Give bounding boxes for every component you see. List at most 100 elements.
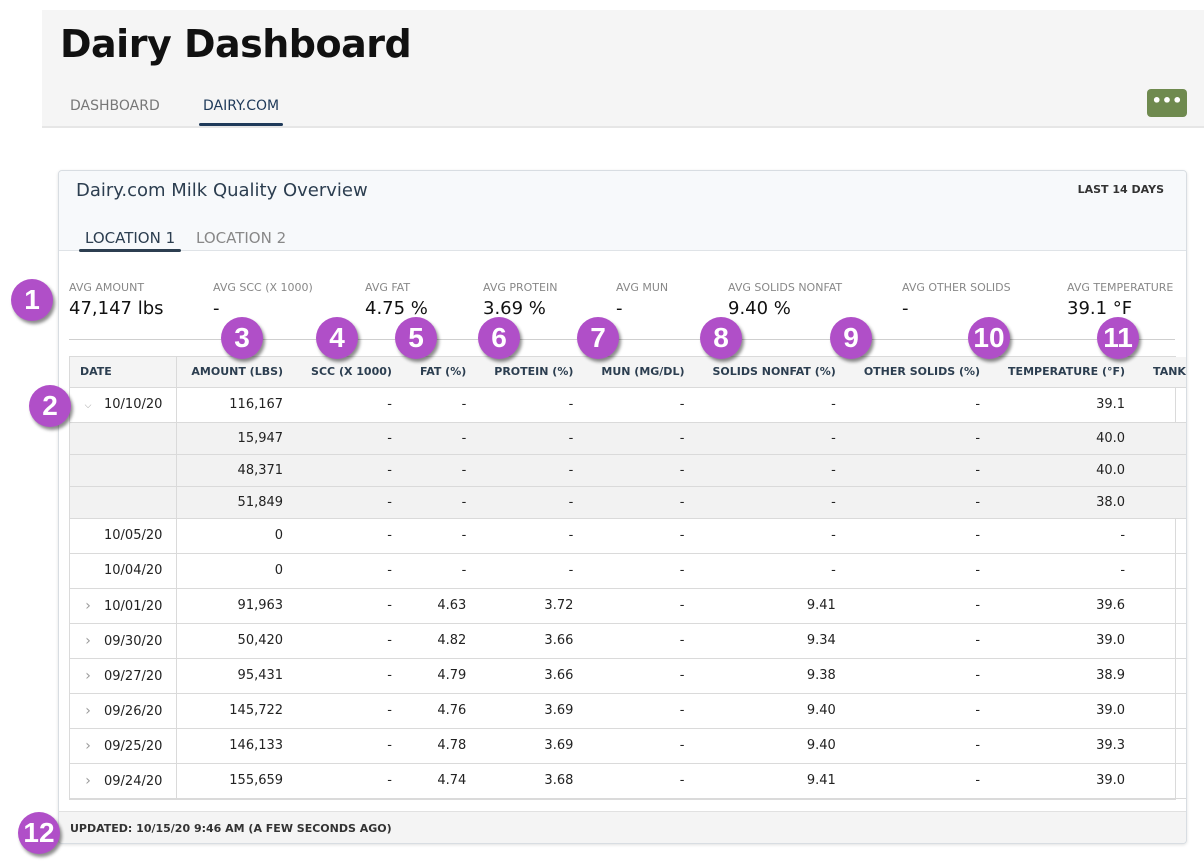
app-header: Dairy Dashboard DASHBOARD DAIRY.COM ••• xyxy=(42,10,1204,128)
stat-label: AVG FAT xyxy=(365,281,411,294)
table-cell: 9.40 xyxy=(698,728,850,764)
date-text: 10/05/20 xyxy=(104,528,163,543)
column-header[interactable]: OTHER SOLIDS (%) xyxy=(849,357,995,388)
tab-location-2[interactable]: LOCATION 2 xyxy=(196,229,286,247)
chevron-right-icon[interactable]: › xyxy=(85,667,91,684)
chevron-right-icon[interactable]: › xyxy=(85,737,91,754)
date-text: 09/25/20 xyxy=(104,738,163,754)
table-cell: - xyxy=(297,454,406,487)
column-header[interactable]: TANK NUMBER xyxy=(1139,357,1186,388)
table-cell: 39.6 xyxy=(994,588,1140,624)
table-cell: - xyxy=(587,387,699,423)
stat-value: 47,147 lbs xyxy=(69,298,164,319)
chevron-right-icon[interactable]: › xyxy=(85,772,91,789)
chevron-right-icon[interactable]: › xyxy=(85,632,91,649)
table-cell: 116,167 xyxy=(176,387,298,423)
table-cell: 38.0 xyxy=(994,486,1140,519)
tab-location-1[interactable]: LOCATION 1 xyxy=(79,229,182,252)
card-title: Dairy.com Milk Quality Overview xyxy=(76,180,368,201)
annotation-marker: 7 xyxy=(577,317,619,359)
chevron-right-icon[interactable]: › xyxy=(85,597,91,614)
table-cell: - xyxy=(849,518,995,554)
stat-value: - xyxy=(213,298,220,319)
annotation-marker: 5 xyxy=(395,317,437,359)
stat-value: 4.75 % xyxy=(365,298,428,319)
stat-label: AVG SOLIDS NONFAT xyxy=(728,281,843,294)
column-header[interactable]: MUN (MG/DL) xyxy=(587,357,699,388)
table-cell: 4.78 xyxy=(405,728,481,764)
tab-dairy-com[interactable]: DAIRY.COM xyxy=(199,98,284,126)
card-header: Dairy.com Milk Quality Overview LAST 14 … xyxy=(59,171,1186,252)
table-cell: - xyxy=(849,422,995,455)
table-cell: - xyxy=(849,693,995,729)
column-header[interactable]: SOLIDS NONFAT (%) xyxy=(698,357,850,388)
table-cell: 3.66 xyxy=(480,623,588,659)
table-cell: 39.0 xyxy=(994,623,1140,659)
table-cell: 155,659 xyxy=(176,763,298,799)
last-updated-text: UPDATED: 10/15/20 9:46 AM (A FEW SECONDS… xyxy=(70,822,392,835)
active-tab-indicator xyxy=(199,123,284,126)
table-cell: 1, 2 xyxy=(1139,623,1186,659)
table-cell: 145,722 xyxy=(176,693,298,729)
column-header[interactable]: AMOUNT (LBS) xyxy=(176,357,298,388)
table-cell: - xyxy=(480,486,588,519)
column-header[interactable]: FAT (%) xyxy=(405,357,481,388)
table-cell: - xyxy=(587,518,699,554)
stat-label: AVG OTHER SOLIDS xyxy=(902,281,1011,294)
table-cell: 38.9 xyxy=(994,658,1140,694)
table-cell: - xyxy=(587,588,699,624)
date-cell: 10/04/20 xyxy=(70,553,178,589)
annotation-marker: 12 xyxy=(18,812,60,854)
table-cell: 9.38 xyxy=(698,658,850,694)
more-options-button[interactable]: ••• xyxy=(1147,89,1187,117)
table-cell: - xyxy=(297,553,406,589)
column-header[interactable]: TEMPERATURE (°F) xyxy=(994,357,1140,388)
table-cell: 3.66 xyxy=(480,658,588,694)
active-tab-indicator xyxy=(79,249,182,252)
chevron-down-icon[interactable]: ⌵ xyxy=(84,401,92,411)
date-cell: › 09/30/20 xyxy=(70,623,178,659)
table-cell: - xyxy=(849,623,995,659)
date-text: 10/01/20 xyxy=(104,598,163,614)
column-header[interactable]: SCC (X 1000) xyxy=(297,357,406,388)
table-cell: 3.72 xyxy=(480,588,588,624)
table-cell: 2 xyxy=(1139,454,1186,487)
stat-avg-mun: AVG MUN - xyxy=(616,281,668,319)
chevron-right-icon[interactable]: › xyxy=(85,702,91,719)
table-cell: - xyxy=(698,422,850,455)
stat-label: AVG MUN xyxy=(616,281,669,294)
table-cell: - xyxy=(849,553,995,589)
date-range-selector[interactable]: LAST 14 DAYS xyxy=(1077,183,1164,196)
stat-value: - xyxy=(616,298,623,319)
date-cell: › 09/26/20 xyxy=(70,693,178,729)
table-cell: - xyxy=(405,422,481,455)
date-text: 10/10/20 xyxy=(104,397,163,412)
table-cell: 146,133 xyxy=(176,728,298,764)
table-cell: 0 xyxy=(176,518,298,554)
table-cell: 39.1 xyxy=(994,387,1140,423)
table-cell: 39.0 xyxy=(994,693,1140,729)
tab-label: LOCATION 2 xyxy=(196,229,287,247)
annotation-marker: 6 xyxy=(478,317,520,359)
table-cell: 4.63 xyxy=(405,588,481,624)
table-cell: 1 xyxy=(1139,422,1186,455)
divider xyxy=(69,339,1175,340)
column-header[interactable]: PROTEIN (%) xyxy=(480,357,588,388)
table-cell: 1, 2 xyxy=(1139,693,1186,729)
table-cell: 91,963 xyxy=(176,588,298,624)
table-row: 10/04/200-------2 xyxy=(70,553,1186,589)
column-header[interactable]: DATE xyxy=(70,357,178,388)
table-cell: 15,947 xyxy=(176,422,298,455)
table-cell: 1, 2 xyxy=(1139,728,1186,764)
tab-label: DAIRY.COM xyxy=(203,98,280,114)
date-cell: › 09/25/20 xyxy=(70,728,178,764)
tab-dashboard[interactable]: DASHBOARD xyxy=(70,98,160,114)
table-cell: 3.68 xyxy=(480,763,588,799)
